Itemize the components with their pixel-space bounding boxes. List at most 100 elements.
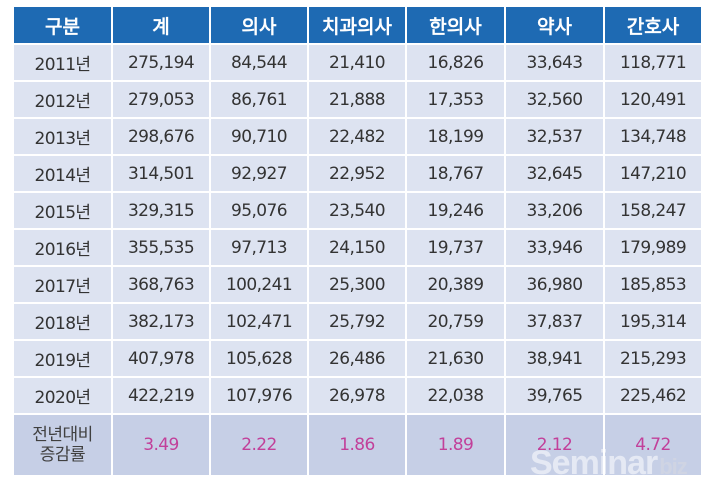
dentist-cell: 26,486 bbox=[308, 340, 407, 378]
dentist-cell: 21,410 bbox=[308, 44, 407, 82]
doctor-cell: 95,076 bbox=[210, 192, 309, 230]
pharmacist-cell: 32,537 bbox=[505, 118, 605, 156]
dentist-change-cell: 1.86 bbox=[308, 414, 407, 475]
oriental-doctor-cell: 17,353 bbox=[406, 81, 506, 119]
oriental-doctor-cell: 22,038 bbox=[406, 377, 506, 415]
header-total: 계 bbox=[112, 7, 211, 45]
doctor-change-cell: 2.22 bbox=[210, 414, 309, 475]
oriental-doctor-cell: 16,826 bbox=[406, 44, 506, 82]
oriental-doctor-change-cell: 1.89 bbox=[406, 414, 506, 475]
healthcare-workforce-table-container: 구분 계 의사 치과의사 한의사 약사 간호사 2011년 275,194 84… bbox=[14, 7, 701, 475]
year-cell: 2020년 bbox=[14, 377, 113, 415]
total-cell: 407,978 bbox=[112, 340, 211, 378]
table-row: 2017년 368,763 100,241 25,300 20,389 36,9… bbox=[14, 266, 701, 304]
total-cell: 279,053 bbox=[112, 81, 211, 119]
yoy-label-line2: 증감률 bbox=[39, 445, 86, 465]
pharmacist-cell: 37,837 bbox=[505, 303, 605, 341]
total-cell: 382,173 bbox=[112, 303, 211, 341]
header-pharmacist: 약사 bbox=[505, 7, 605, 45]
nurse-cell: 134,748 bbox=[604, 118, 701, 156]
oriental-doctor-cell: 19,246 bbox=[406, 192, 506, 230]
oriental-doctor-cell: 18,199 bbox=[406, 118, 506, 156]
year-cell: 2017년 bbox=[14, 266, 113, 304]
yoy-change-row: 전년대비 증감률 3.49 2.22 1.86 1.89 2.12 4.72 bbox=[14, 414, 701, 475]
dentist-cell: 21,888 bbox=[308, 81, 407, 119]
table-row: 2011년 275,194 84,544 21,410 16,826 33,64… bbox=[14, 44, 701, 82]
pharmacist-cell: 33,643 bbox=[505, 44, 605, 82]
year-cell: 2011년 bbox=[14, 44, 113, 82]
oriental-doctor-cell: 18,767 bbox=[406, 155, 506, 193]
nurse-cell: 185,853 bbox=[604, 266, 701, 304]
doctor-cell: 105,628 bbox=[210, 340, 309, 378]
nurse-cell: 118,771 bbox=[604, 44, 701, 82]
dentist-cell: 26,978 bbox=[308, 377, 407, 415]
yoy-change-label: 전년대비 증감률 bbox=[14, 414, 113, 475]
total-cell: 298,676 bbox=[112, 118, 211, 156]
year-cell: 2015년 bbox=[14, 192, 113, 230]
table-row: 2016년 355,535 97,713 24,150 19,737 33,94… bbox=[14, 229, 701, 267]
oriental-doctor-cell: 19,737 bbox=[406, 229, 506, 267]
pharmacist-cell: 32,560 bbox=[505, 81, 605, 119]
total-change-cell: 3.49 bbox=[112, 414, 211, 475]
year-cell: 2013년 bbox=[14, 118, 113, 156]
table-row: 2015년 329,315 95,076 23,540 19,246 33,20… bbox=[14, 192, 701, 230]
pharmacist-cell: 33,946 bbox=[505, 229, 605, 267]
total-cell: 355,535 bbox=[112, 229, 211, 267]
nurse-cell: 147,210 bbox=[604, 155, 701, 193]
doctor-cell: 97,713 bbox=[210, 229, 309, 267]
doctor-cell: 92,927 bbox=[210, 155, 309, 193]
header-dentist: 치과의사 bbox=[308, 7, 407, 45]
pharmacist-cell: 39,765 bbox=[505, 377, 605, 415]
total-cell: 368,763 bbox=[112, 266, 211, 304]
nurse-cell: 179,989 bbox=[604, 229, 701, 267]
header-nurse: 간호사 bbox=[604, 7, 701, 45]
header-doctor: 의사 bbox=[210, 7, 309, 45]
doctor-cell: 100,241 bbox=[210, 266, 309, 304]
nurse-cell: 158,247 bbox=[604, 192, 701, 230]
nurse-cell: 195,314 bbox=[604, 303, 701, 341]
yoy-label-line1: 전년대비 bbox=[32, 425, 93, 445]
total-cell: 314,501 bbox=[112, 155, 211, 193]
header-row: 구분 계 의사 치과의사 한의사 약사 간호사 bbox=[14, 7, 701, 45]
table-row: 2014년 314,501 92,927 22,952 18,767 32,64… bbox=[14, 155, 701, 193]
nurse-cell: 120,491 bbox=[604, 81, 701, 119]
year-cell: 2018년 bbox=[14, 303, 113, 341]
year-cell: 2019년 bbox=[14, 340, 113, 378]
header-oriental-doctor: 한의사 bbox=[406, 7, 506, 45]
pharmacist-cell: 32,645 bbox=[505, 155, 605, 193]
total-cell: 422,219 bbox=[112, 377, 211, 415]
header-category: 구분 bbox=[14, 7, 113, 45]
pharmacist-cell: 33,206 bbox=[505, 192, 605, 230]
nurse-cell: 215,293 bbox=[604, 340, 701, 378]
dentist-cell: 25,300 bbox=[308, 266, 407, 304]
total-cell: 275,194 bbox=[112, 44, 211, 82]
oriental-doctor-cell: 20,759 bbox=[406, 303, 506, 341]
pharmacist-cell: 38,941 bbox=[505, 340, 605, 378]
dentist-cell: 25,792 bbox=[308, 303, 407, 341]
healthcare-workforce-table: 구분 계 의사 치과의사 한의사 약사 간호사 2011년 275,194 84… bbox=[14, 7, 701, 475]
table-row: 2020년 422,219 107,976 26,978 22,038 39,7… bbox=[14, 377, 701, 415]
pharmacist-cell: 36,980 bbox=[505, 266, 605, 304]
year-cell: 2012년 bbox=[14, 81, 113, 119]
total-cell: 329,315 bbox=[112, 192, 211, 230]
oriental-doctor-cell: 20,389 bbox=[406, 266, 506, 304]
dentist-cell: 24,150 bbox=[308, 229, 407, 267]
dentist-cell: 22,952 bbox=[308, 155, 407, 193]
table-row: 2013년 298,676 90,710 22,482 18,199 32,53… bbox=[14, 118, 701, 156]
dentist-cell: 23,540 bbox=[308, 192, 407, 230]
nurse-change-cell: 4.72 bbox=[604, 414, 701, 475]
table-row: 2019년 407,978 105,628 26,486 21,630 38,9… bbox=[14, 340, 701, 378]
year-cell: 2014년 bbox=[14, 155, 113, 193]
oriental-doctor-cell: 21,630 bbox=[406, 340, 506, 378]
nurse-cell: 225,462 bbox=[604, 377, 701, 415]
dentist-cell: 22,482 bbox=[308, 118, 407, 156]
doctor-cell: 84,544 bbox=[210, 44, 309, 82]
table-row: 2018년 382,173 102,471 25,792 20,759 37,8… bbox=[14, 303, 701, 341]
table-row: 2012년 279,053 86,761 21,888 17,353 32,56… bbox=[14, 81, 701, 119]
doctor-cell: 86,761 bbox=[210, 81, 309, 119]
doctor-cell: 102,471 bbox=[210, 303, 309, 341]
doctor-cell: 90,710 bbox=[210, 118, 309, 156]
pharmacist-change-cell: 2.12 bbox=[505, 414, 605, 475]
doctor-cell: 107,976 bbox=[210, 377, 309, 415]
year-cell: 2016년 bbox=[14, 229, 113, 267]
